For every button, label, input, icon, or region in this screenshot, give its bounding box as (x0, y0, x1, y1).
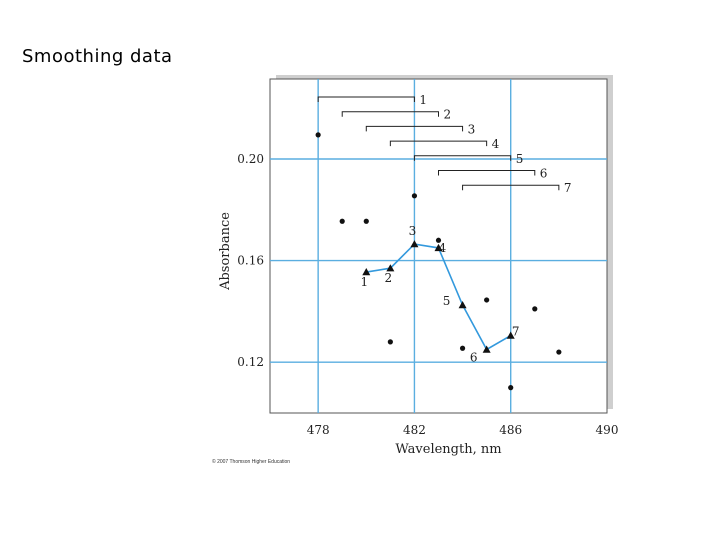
bracket-line (413, 155, 512, 161)
bracket-label: 3 (468, 122, 476, 136)
bracket-line (438, 170, 536, 176)
smoothed-point (362, 268, 371, 276)
x-tick-label: 490 (596, 423, 619, 437)
bracket-line (389, 140, 488, 147)
y-tick-label: 0.20 (237, 152, 264, 166)
raw-data-point (363, 218, 369, 224)
raw-data-point (532, 306, 538, 312)
smoothed-point-label: 7 (512, 325, 520, 339)
slide-title: Smoothing data (22, 46, 173, 67)
smoothed-point-label: 3 (409, 224, 417, 238)
x-tick-label: 482 (403, 423, 426, 437)
y-tick-label: 0.12 (237, 355, 264, 369)
window-bracket: 5 (413, 152, 524, 166)
smoothed-point (482, 345, 491, 353)
bracket-label: 1 (419, 93, 427, 107)
smoothed-point (506, 331, 515, 339)
window-bracket: 2 (341, 108, 452, 122)
window-bracket: 4 (389, 137, 500, 151)
bracket-line (462, 184, 560, 191)
raw-data-point (435, 237, 442, 243)
window-bracket: 3 (365, 122, 476, 136)
bracket-label: 5 (516, 152, 524, 166)
raw-data-point (459, 345, 466, 351)
smoothed-point-label: 5 (443, 294, 451, 308)
window-bracket: 1 (317, 93, 427, 107)
raw-data-point (339, 218, 345, 224)
x-axis-label: Wavelength, nm (395, 442, 501, 457)
bracket-line (365, 125, 464, 132)
copyright-credit: © 2007 Thomson Higher Education (212, 458, 290, 465)
bracket-label: 2 (444, 108, 452, 122)
raw-data-point (484, 297, 490, 303)
smoothed-series: 1 2 3 4 5 6 7 (360, 224, 519, 364)
smoothed-point-label: 6 (470, 351, 478, 365)
grid-lines (270, 79, 607, 413)
raw-data-point (315, 132, 321, 138)
x-tick-label: 478 (307, 423, 330, 437)
smoothed-point-label: 4 (439, 241, 447, 255)
bracket-label: 7 (564, 181, 572, 195)
x-tick-label: 486 (499, 423, 522, 437)
raw-data-point (387, 339, 393, 345)
bracket-line (317, 96, 415, 102)
bracket-label: 4 (492, 137, 500, 151)
raw-data-series (315, 132, 562, 391)
smoothed-point-label: 2 (385, 271, 393, 285)
raw-data-point (556, 349, 562, 355)
y-axis-label: Absorbance (218, 212, 233, 291)
smoothed-point-label: 1 (360, 275, 368, 289)
raw-data-point (508, 385, 514, 391)
raw-data-point (411, 193, 418, 199)
smoothed-point (458, 301, 467, 309)
window-bracket: 6 (438, 167, 548, 181)
window-bracket: 7 (462, 181, 572, 195)
smoothed-point (434, 243, 443, 252)
bracket-line (341, 111, 439, 117)
bracket-label: 6 (540, 167, 548, 181)
smoothed-point (410, 240, 419, 248)
averaging-windows: 1 2 3 4 5 6 7 (317, 93, 572, 195)
smoothed-point (386, 264, 395, 272)
y-tick-label: 0.16 (237, 254, 264, 268)
axis-ticks: 478 482 486 490 0.12 0.16 0.20 (237, 152, 618, 437)
